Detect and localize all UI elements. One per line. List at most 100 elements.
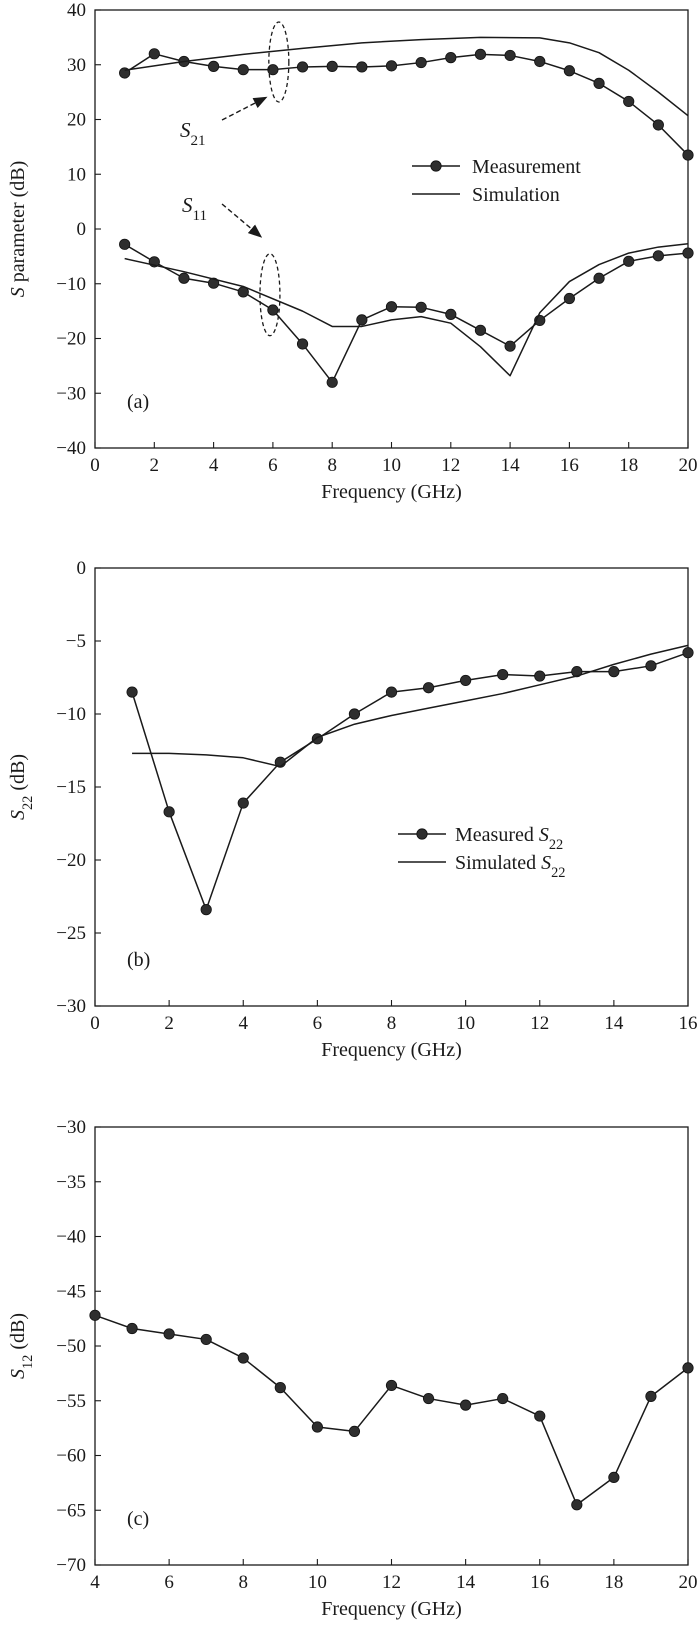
data-point — [563, 65, 576, 77]
x-tick-label: 18 — [619, 455, 638, 476]
y-tick-label: 40 — [67, 0, 86, 21]
x-tick-label: 10 — [456, 1013, 475, 1034]
x-tick-label: 6 — [268, 455, 278, 476]
x-tick-label: 16 — [679, 1013, 698, 1034]
y-axis-label: S parameter (dB) — [7, 161, 29, 298]
panel-label: (b) — [127, 949, 150, 971]
dashed-arrow — [221, 96, 268, 121]
y-tick-label: −30 — [56, 383, 86, 404]
y-tick-label: 0 — [77, 219, 87, 240]
data-point — [571, 666, 583, 678]
data-point — [623, 95, 635, 108]
x-tick-label: 16 — [530, 1572, 549, 1593]
data-point — [326, 60, 338, 72]
data-point — [148, 48, 160, 60]
data-point — [311, 733, 323, 745]
y-tick-label: −5 — [66, 631, 86, 652]
data-point — [534, 670, 546, 682]
series-line-3 — [124, 243, 689, 384]
chart-panel-3: 4 6 8 10 12 14 16 18 20 −70 −65 −60 −55 −50 −45 −40 −35 −… — [7, 1117, 698, 1620]
data-point — [422, 682, 435, 694]
y-tick-label: −25 — [56, 923, 86, 944]
data-point — [163, 806, 175, 818]
data-point — [296, 61, 309, 73]
plot-frame — [94, 9, 689, 449]
legend-label: Measurement — [472, 156, 581, 178]
x-tick-label: 14 — [456, 1572, 476, 1593]
y-tick-label: −30 — [56, 996, 86, 1017]
x-tick-label: 12 — [382, 1572, 401, 1593]
data-point — [311, 1421, 323, 1433]
y-tick-label: −20 — [56, 850, 86, 871]
data-point — [415, 56, 427, 69]
y-tick-label: −20 — [56, 329, 86, 350]
data-point — [504, 340, 516, 352]
y-tick-label: −15 — [56, 777, 86, 798]
y-tick-label: −35 — [56, 1172, 86, 1193]
x-tick-label: 12 — [441, 455, 460, 476]
x-tick-label: 10 — [382, 455, 401, 476]
data-point — [208, 277, 220, 289]
legend-label: Simulated S22 — [455, 852, 566, 881]
data-point — [504, 49, 516, 62]
data-point — [682, 149, 694, 161]
dashed-arrow — [221, 203, 263, 238]
x-tick-label: 2 — [150, 455, 160, 476]
y-tick-label: −50 — [56, 1336, 86, 1357]
legend-swatch-marker — [430, 160, 442, 172]
data-point — [237, 1352, 249, 1364]
data-point — [163, 1328, 175, 1340]
data-point — [608, 1471, 620, 1484]
chart-panel-1: 0 2 4 6 8 10 12 14 16 18 20 −40 −30 −20 −10 0 10 20 30 40 Fr… — [7, 0, 698, 503]
y-tick-label: −55 — [56, 1391, 86, 1412]
data-point — [645, 660, 657, 672]
data-point — [534, 55, 546, 68]
x-tick-label: 20 — [679, 455, 698, 476]
x-tick-label: 4 — [239, 1013, 249, 1034]
data-point — [415, 301, 427, 313]
panel-label: (a) — [127, 391, 149, 413]
data-point — [645, 1390, 657, 1402]
x-axis-label: Frequency (GHz) — [321, 1598, 462, 1620]
data-point — [445, 52, 457, 64]
y-tick-label: −45 — [56, 1281, 86, 1302]
data-point — [460, 1399, 472, 1411]
data-point — [356, 314, 368, 326]
x-tick-label: 4 — [209, 455, 219, 476]
data-point — [623, 255, 635, 267]
s11-annotation-label: S11 — [182, 193, 207, 224]
y-tick-label: −40 — [56, 1227, 86, 1248]
chart-panel-2: 0 2 4 6 8 10 12 14 16 −30 −25 −20 −15 −10 −5 0 Frequency… — [7, 558, 698, 1061]
data-point — [267, 304, 279, 316]
data-point — [200, 1333, 212, 1346]
x-axis-label: Frequency (GHz) — [321, 481, 462, 503]
x-tick-label: 8 — [239, 1572, 249, 1593]
series-line-1 — [94, 1314, 689, 1506]
legend-swatch-marker — [416, 828, 428, 840]
data-point — [593, 272, 605, 284]
x-tick-label: 14 — [501, 455, 521, 476]
data-point — [385, 60, 398, 72]
data-point — [348, 1425, 361, 1438]
y-tick-label: 0 — [77, 558, 87, 579]
x-tick-label: 10 — [308, 1572, 327, 1593]
y-tick-label: −30 — [56, 1117, 86, 1138]
y-tick-label: −10 — [56, 274, 86, 295]
data-point — [652, 119, 664, 131]
data-point — [348, 708, 361, 720]
y-tick-label: −10 — [56, 704, 86, 725]
y-axis-label: S22 (dB) — [7, 754, 36, 820]
data-point — [563, 292, 576, 305]
data-point — [460, 674, 472, 687]
data-point — [474, 324, 487, 336]
x-axis-label: Frequency (GHz) — [321, 1039, 462, 1061]
data-point — [89, 1309, 101, 1321]
series-line-2 — [124, 36, 689, 117]
x-tick-label: 4 — [90, 1572, 100, 1593]
y-tick-label: −40 — [56, 438, 86, 459]
data-point — [119, 238, 131, 250]
data-point — [571, 1499, 583, 1511]
data-point — [608, 666, 620, 678]
data-point — [237, 797, 249, 809]
